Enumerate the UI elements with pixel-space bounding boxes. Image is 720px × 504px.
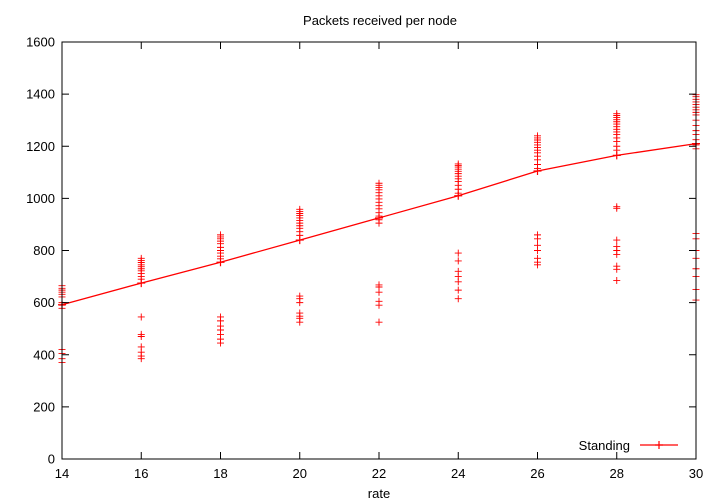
x-tick-label: 16	[134, 466, 148, 481]
x-tick-label: 28	[610, 466, 624, 481]
sample-point	[375, 301, 383, 309]
series-point-standing	[375, 213, 383, 222]
series-point-standing	[295, 236, 304, 245]
plot-frame	[61, 41, 697, 460]
y-tick-label: 200	[33, 399, 55, 414]
sample-point	[217, 339, 224, 347]
y-tick-labels: 0 200 400 600 800 1000 1200 1400 1600	[26, 35, 55, 467]
sample-point	[534, 247, 541, 254]
series-point-standing	[533, 167, 542, 176]
y-tick-label: 400	[33, 347, 55, 362]
series-point-standing	[454, 191, 463, 200]
x-tick-label: 18	[213, 466, 227, 481]
sample-point	[613, 236, 621, 244]
y-tick-label: 1000	[26, 191, 55, 206]
x-tick-label: 20	[293, 466, 307, 481]
sample-point	[137, 313, 145, 321]
y-tick-label: 0	[48, 452, 55, 467]
legend-label-standing: Standing	[579, 438, 630, 453]
sample-point	[613, 276, 621, 284]
sample-point	[296, 318, 304, 326]
sample-point	[296, 299, 304, 307]
sample-point	[454, 286, 462, 294]
x-tick-label: 22	[372, 466, 386, 481]
sample-point	[375, 288, 383, 296]
sample-point	[375, 318, 383, 326]
sample-point	[613, 204, 621, 212]
chart-title: Packets received per node	[303, 13, 457, 28]
series-point-standing	[612, 151, 621, 160]
x-tick-label: 30	[689, 466, 703, 481]
sample-points	[58, 91, 700, 367]
sample-point	[454, 278, 462, 286]
sample-point	[613, 265, 621, 273]
x-tick-labels: 14 16 18 20 22 24 26 28 30	[55, 466, 703, 481]
y-tick-label: 1200	[26, 139, 55, 154]
sample-point	[454, 295, 462, 303]
series-point-standing	[137, 279, 146, 288]
y-tick-label: 600	[33, 295, 55, 310]
sample-point	[454, 249, 462, 257]
sample-point	[454, 257, 462, 265]
x-axis-label: rate	[368, 486, 390, 501]
x-tick-label: 14	[55, 466, 69, 481]
y-tick-label: 800	[33, 243, 55, 258]
sample-point	[137, 355, 145, 363]
x-tick-label: 26	[530, 466, 544, 481]
sample-point	[534, 235, 541, 243]
legend: Standing	[579, 438, 678, 453]
y-tick-label: 1400	[26, 87, 55, 102]
sample-point	[534, 261, 541, 269]
y-tick-label: 1600	[26, 35, 55, 50]
series-point-standing	[216, 258, 225, 267]
legend-marker-standing	[655, 441, 663, 449]
sample-point	[137, 333, 145, 341]
x-tick-label: 24	[451, 466, 465, 481]
sample-point	[613, 250, 621, 258]
axis-ticks	[61, 41, 697, 460]
